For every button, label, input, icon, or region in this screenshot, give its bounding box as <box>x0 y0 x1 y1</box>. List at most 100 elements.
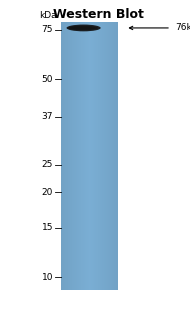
Bar <box>113 22 114 290</box>
Bar <box>84 22 85 290</box>
Text: 10: 10 <box>42 273 53 282</box>
Bar <box>74 22 75 290</box>
Bar <box>65 22 66 290</box>
Bar <box>106 22 107 290</box>
Bar <box>107 22 108 290</box>
Text: 75: 75 <box>42 25 53 34</box>
Bar <box>79 22 80 290</box>
Bar <box>100 22 101 290</box>
Bar <box>61 22 62 290</box>
Bar <box>94 22 95 290</box>
Bar <box>85 22 86 290</box>
Bar <box>69 22 70 290</box>
Bar <box>68 22 69 290</box>
Text: 25: 25 <box>42 160 53 169</box>
Bar <box>110 22 111 290</box>
Bar <box>92 22 93 290</box>
Bar <box>68 22 69 290</box>
Bar <box>86 22 87 290</box>
Bar <box>93 22 94 290</box>
Bar <box>80 22 81 290</box>
Bar <box>93 22 94 290</box>
Bar <box>102 22 103 290</box>
Bar <box>70 22 71 290</box>
Bar <box>66 22 67 290</box>
Bar <box>96 22 97 290</box>
Bar <box>66 22 67 290</box>
Bar <box>99 22 100 290</box>
Bar <box>91 22 92 290</box>
Bar <box>101 22 102 290</box>
Bar <box>76 22 77 290</box>
Bar <box>71 22 72 290</box>
Bar <box>82 22 83 290</box>
Bar <box>116 22 117 290</box>
Bar <box>109 22 110 290</box>
Text: 50: 50 <box>42 75 53 84</box>
Bar <box>72 22 73 290</box>
Bar <box>97 22 98 290</box>
Ellipse shape <box>66 24 101 31</box>
Bar <box>76 22 77 290</box>
Bar <box>100 22 101 290</box>
Bar <box>81 22 82 290</box>
Bar <box>117 22 118 290</box>
Bar <box>117 22 118 290</box>
Bar <box>104 22 105 290</box>
Bar <box>78 22 79 290</box>
Bar <box>92 22 93 290</box>
Bar <box>63 22 64 290</box>
Bar <box>101 22 102 290</box>
Text: 15: 15 <box>42 223 53 232</box>
Bar <box>62 22 63 290</box>
Bar <box>114 22 115 290</box>
Bar <box>77 22 78 290</box>
Bar <box>108 22 109 290</box>
Bar <box>61 22 118 290</box>
Text: Western Blot: Western Blot <box>53 8 144 21</box>
Bar <box>83 22 84 290</box>
Text: 20: 20 <box>42 188 53 197</box>
Bar <box>69 22 70 290</box>
Bar <box>84 22 85 290</box>
Text: kDa: kDa <box>39 11 57 20</box>
Bar <box>73 22 74 290</box>
Bar <box>64 22 65 290</box>
Text: 37: 37 <box>42 112 53 121</box>
Ellipse shape <box>69 26 95 29</box>
Bar <box>61 22 62 290</box>
Bar <box>73 22 74 290</box>
Bar <box>82 22 83 290</box>
Bar <box>70 22 71 290</box>
Bar <box>115 22 116 290</box>
Bar <box>64 22 65 290</box>
Bar <box>114 22 115 290</box>
Bar <box>104 22 105 290</box>
Bar <box>74 22 75 290</box>
Bar <box>65 22 66 290</box>
Bar <box>97 22 98 290</box>
Bar <box>94 22 95 290</box>
Bar <box>98 22 99 290</box>
Bar <box>77 22 78 290</box>
Bar <box>86 22 87 290</box>
Bar <box>90 22 91 290</box>
Bar <box>102 22 103 290</box>
Bar <box>111 22 112 290</box>
Bar <box>72 22 73 290</box>
Bar <box>96 22 97 290</box>
Bar <box>105 22 106 290</box>
Bar <box>106 22 107 290</box>
Bar <box>87 22 88 290</box>
Bar <box>88 22 89 290</box>
Bar <box>103 22 104 290</box>
Bar <box>113 22 114 290</box>
Ellipse shape <box>67 26 98 30</box>
Bar <box>89 22 90 290</box>
Bar <box>95 22 96 290</box>
Bar <box>109 22 110 290</box>
Bar <box>88 22 89 290</box>
Bar <box>105 22 106 290</box>
Bar <box>75 22 76 290</box>
Bar <box>81 22 82 290</box>
